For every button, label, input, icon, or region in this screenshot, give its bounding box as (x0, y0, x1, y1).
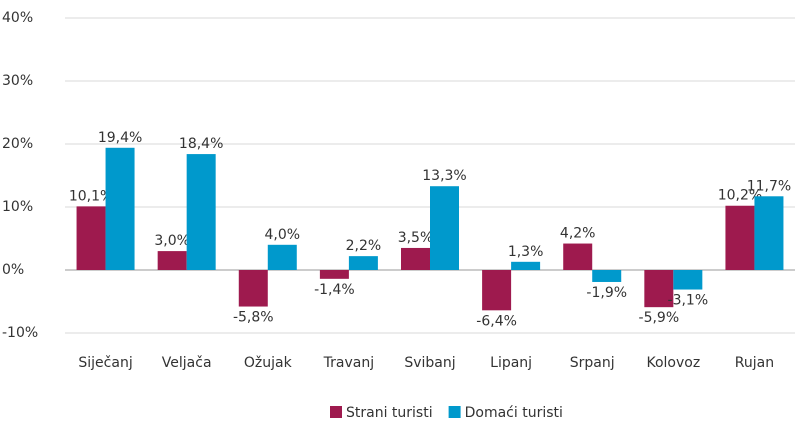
data-label: 3,5% (398, 230, 434, 246)
x-tick-label: Ožujak (244, 355, 293, 371)
bar (644, 270, 674, 308)
bar (319, 270, 349, 279)
bar (105, 147, 135, 270)
data-label: -5,9% (639, 310, 680, 326)
data-label: 11,7% (747, 178, 791, 194)
legend-label: Strani turisti (346, 405, 433, 421)
legend-swatch (330, 406, 342, 418)
bar (76, 206, 106, 270)
y-tick-label: -10% (2, 325, 38, 341)
data-label: 10,2% (718, 188, 762, 204)
data-label: 13,3% (422, 168, 466, 184)
bar (348, 256, 378, 270)
data-label: 2,2% (346, 238, 382, 254)
data-label: 4,2% (560, 226, 596, 242)
x-tick-label: Lipanj (490, 355, 532, 371)
x-tick-label: Travanj (323, 355, 374, 371)
data-label: -3,1% (668, 293, 709, 309)
data-label: -1,4% (314, 282, 355, 298)
y-tick-label: 30% (2, 73, 33, 89)
legend-swatch (448, 406, 461, 418)
y-tick-label: 0% (2, 262, 24, 278)
bar (563, 243, 593, 270)
y-tick-label: 10% (2, 199, 33, 215)
bar (482, 270, 512, 311)
y-tick-label: 40% (2, 10, 33, 26)
data-label: 4,0% (264, 227, 300, 243)
data-label: 1,3% (508, 244, 544, 260)
data-label: 3,0% (154, 233, 190, 249)
y-tick-label: 20% (2, 136, 33, 152)
bar (267, 244, 297, 270)
data-label: 19,4% (98, 130, 142, 146)
legend-label: Domaći turisti (465, 405, 563, 421)
data-label: -5,8% (233, 310, 274, 326)
data-label: -1,9% (586, 285, 627, 301)
bar (186, 154, 216, 270)
bar (592, 270, 622, 282)
bar (238, 270, 268, 307)
bar (511, 261, 541, 270)
bar (754, 196, 784, 270)
bar (430, 186, 459, 270)
bar (401, 247, 430, 270)
x-tick-label: Rujan (735, 355, 774, 371)
data-label: -6,4% (476, 313, 517, 329)
x-tick-label: Srpanj (570, 355, 615, 371)
data-label: 18,4% (179, 136, 223, 152)
bar (673, 270, 703, 290)
x-tick-label: Kolovoz (646, 355, 700, 371)
bar (725, 205, 755, 270)
x-tick-label: Siječanj (78, 355, 132, 371)
bar (157, 251, 187, 270)
data-label: 10,1% (69, 188, 113, 204)
x-tick-label: Svibanj (404, 355, 455, 371)
x-tick-label: Veljača (162, 355, 212, 371)
